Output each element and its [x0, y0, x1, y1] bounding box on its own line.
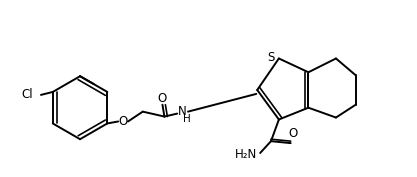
Text: H₂N: H₂N: [235, 149, 257, 161]
Text: Cl: Cl: [21, 88, 33, 101]
Text: H: H: [183, 113, 191, 124]
Text: N: N: [178, 105, 186, 118]
Text: O: O: [158, 92, 167, 105]
Text: O: O: [118, 115, 128, 128]
Text: S: S: [268, 51, 275, 64]
Text: O: O: [288, 127, 297, 140]
